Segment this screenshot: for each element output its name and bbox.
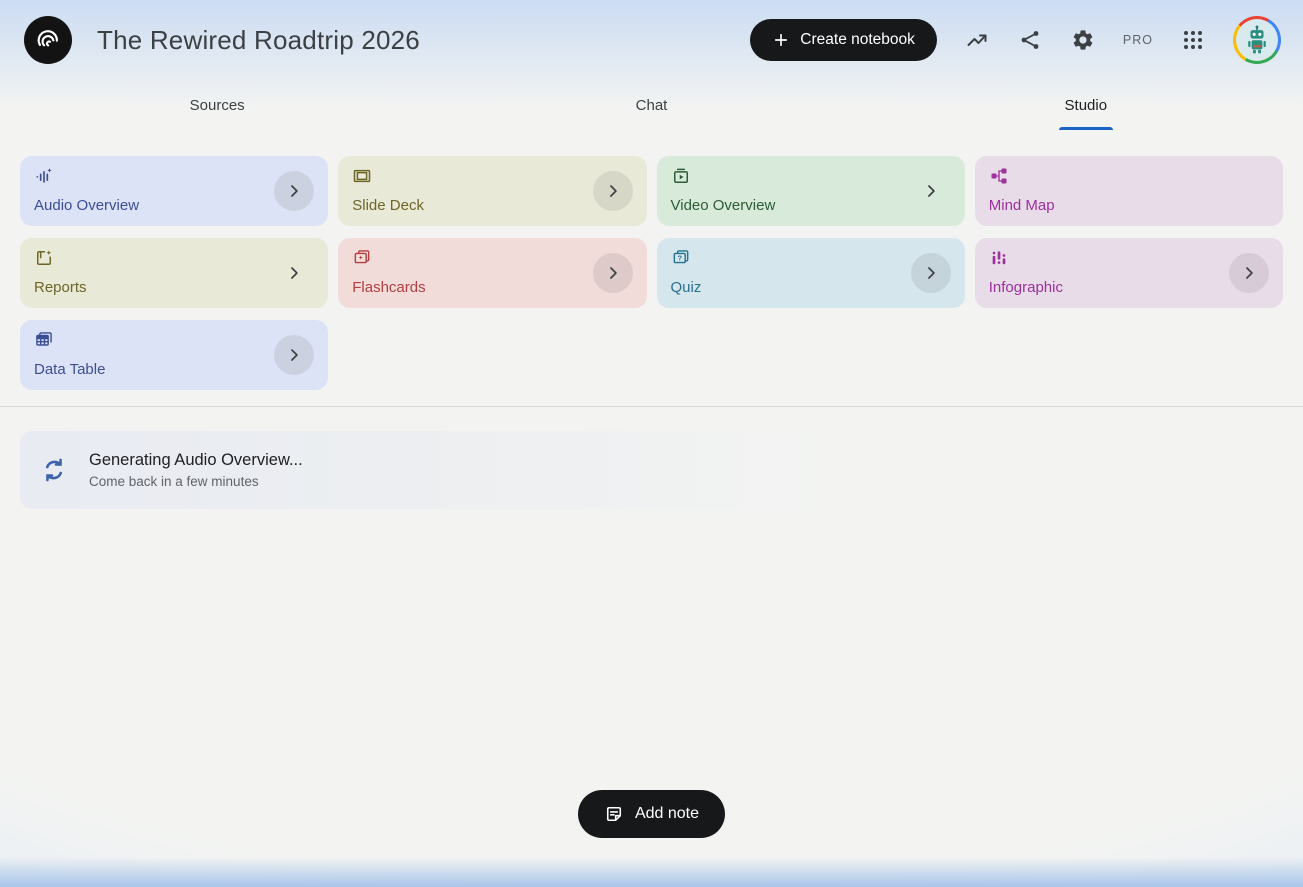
card-label: Reports xyxy=(34,279,87,296)
card-video-overview[interactable]: Video Overview xyxy=(656,156,965,226)
card-label: Flashcards xyxy=(352,279,426,296)
open-chevron-button[interactable] xyxy=(911,171,951,211)
video-play-icon xyxy=(673,168,688,183)
open-chevron-button[interactable] xyxy=(592,171,633,211)
svg-text:?: ? xyxy=(677,253,682,262)
quiz-cards-icon: ? xyxy=(673,250,688,264)
pro-badge: PRO xyxy=(1122,33,1153,47)
chevron-right-icon xyxy=(291,185,298,197)
flashcards-star-icon xyxy=(354,250,370,264)
card-label: Video Overview xyxy=(670,197,776,214)
plus-icon xyxy=(775,33,788,47)
apps-grid-button[interactable] xyxy=(1180,27,1206,53)
account-avatar[interactable] xyxy=(1233,16,1281,64)
tab-bar: Sources Chat Studio xyxy=(0,80,1303,130)
section-divider xyxy=(0,406,1303,407)
sync-spinner-icon xyxy=(45,458,63,482)
chevron-right-icon xyxy=(291,349,298,361)
open-chevron-button[interactable] xyxy=(592,253,633,293)
generating-status-subtitle: Come back in a few minutes xyxy=(89,474,259,489)
chevron-right-icon xyxy=(609,267,617,279)
notebooklm-logo-glyph xyxy=(37,30,58,47)
footer: Add note xyxy=(0,790,1303,887)
card-audio-overview[interactable]: Audio Overview xyxy=(20,156,329,226)
card-label: Audio Overview xyxy=(34,197,140,214)
create-notebook-label: Create notebook xyxy=(800,31,915,48)
tab-sources-label: Sources xyxy=(189,96,245,114)
settings-button[interactable] xyxy=(1070,27,1096,53)
card-label: Infographic xyxy=(988,279,1063,296)
robot-avatar-image xyxy=(1240,23,1274,57)
card-label: Data Table xyxy=(34,361,106,378)
tab-studio-underline xyxy=(1058,127,1113,130)
slide-frame-icon xyxy=(354,169,371,183)
card-flashcards[interactable]: Flashcards xyxy=(338,238,647,308)
page-title: The Rewired Roadtrip 2026 xyxy=(97,24,420,55)
tab-chat-label: Chat xyxy=(635,96,668,114)
generating-status-text: Generating Audio Overview... Come back i… xyxy=(89,451,303,489)
mind-map-icon xyxy=(991,168,1007,184)
studio-cards-grid: Audio Overview Slide Deck Video Overview xyxy=(20,156,1283,390)
tab-studio-label: Studio xyxy=(1064,96,1108,114)
bar-chart-icon xyxy=(992,251,1006,265)
card-quiz[interactable]: ? Quiz xyxy=(656,238,965,308)
analytics-button[interactable] xyxy=(964,27,990,53)
open-chevron-button[interactable] xyxy=(274,253,314,293)
trending-up-icon xyxy=(967,34,987,46)
card-mind-map[interactable]: Mind Map xyxy=(974,156,1283,226)
card-label: Mind Map xyxy=(988,197,1055,214)
tab-chat[interactable]: Chat xyxy=(434,80,868,130)
notebooklm-logo[interactable] xyxy=(24,16,72,64)
generating-status-card: Generating Audio Overview... Come back i… xyxy=(20,431,842,509)
card-slide-deck[interactable]: Slide Deck xyxy=(338,156,647,226)
chevron-right-icon xyxy=(609,185,617,197)
header: The Rewired Roadtrip 2026 Create noteboo… xyxy=(0,0,1303,80)
data-table-icon xyxy=(36,332,52,346)
add-note-button[interactable]: Add note xyxy=(577,790,726,838)
share-icon xyxy=(1021,31,1039,49)
share-button[interactable] xyxy=(1017,27,1043,53)
header-actions: Create notebook PRO xyxy=(750,16,1281,64)
report-sparkle-icon xyxy=(37,250,52,265)
tab-studio[interactable]: Studio xyxy=(869,80,1303,130)
open-chevron-button[interactable] xyxy=(274,171,315,211)
chevron-right-icon xyxy=(291,267,298,279)
card-reports[interactable]: Reports xyxy=(20,238,329,308)
open-chevron-button[interactable] xyxy=(910,253,951,293)
robot-avatar xyxy=(1236,19,1278,61)
open-chevron-button[interactable] xyxy=(274,335,315,375)
tab-sources[interactable]: Sources xyxy=(0,80,434,130)
card-label: Quiz xyxy=(670,279,702,296)
create-notebook-button[interactable]: Create notebook xyxy=(750,19,937,61)
card-data-table[interactable]: Data Table xyxy=(20,320,329,390)
chevron-right-icon xyxy=(927,185,935,197)
generating-status-title: Generating Audio Overview... xyxy=(89,451,303,469)
chevron-right-icon xyxy=(1246,267,1253,279)
chevron-right-icon xyxy=(927,267,935,279)
apps-grid-icon xyxy=(1184,31,1202,49)
settings-gear-icon xyxy=(1073,30,1093,50)
card-infographic[interactable]: Infographic xyxy=(974,238,1283,308)
add-note-label: Add note xyxy=(634,805,700,822)
open-chevron-button[interactable] xyxy=(1229,253,1269,293)
note-icon xyxy=(606,806,622,822)
waveform-sparkle-icon xyxy=(36,168,52,183)
card-label: Slide Deck xyxy=(352,197,424,214)
